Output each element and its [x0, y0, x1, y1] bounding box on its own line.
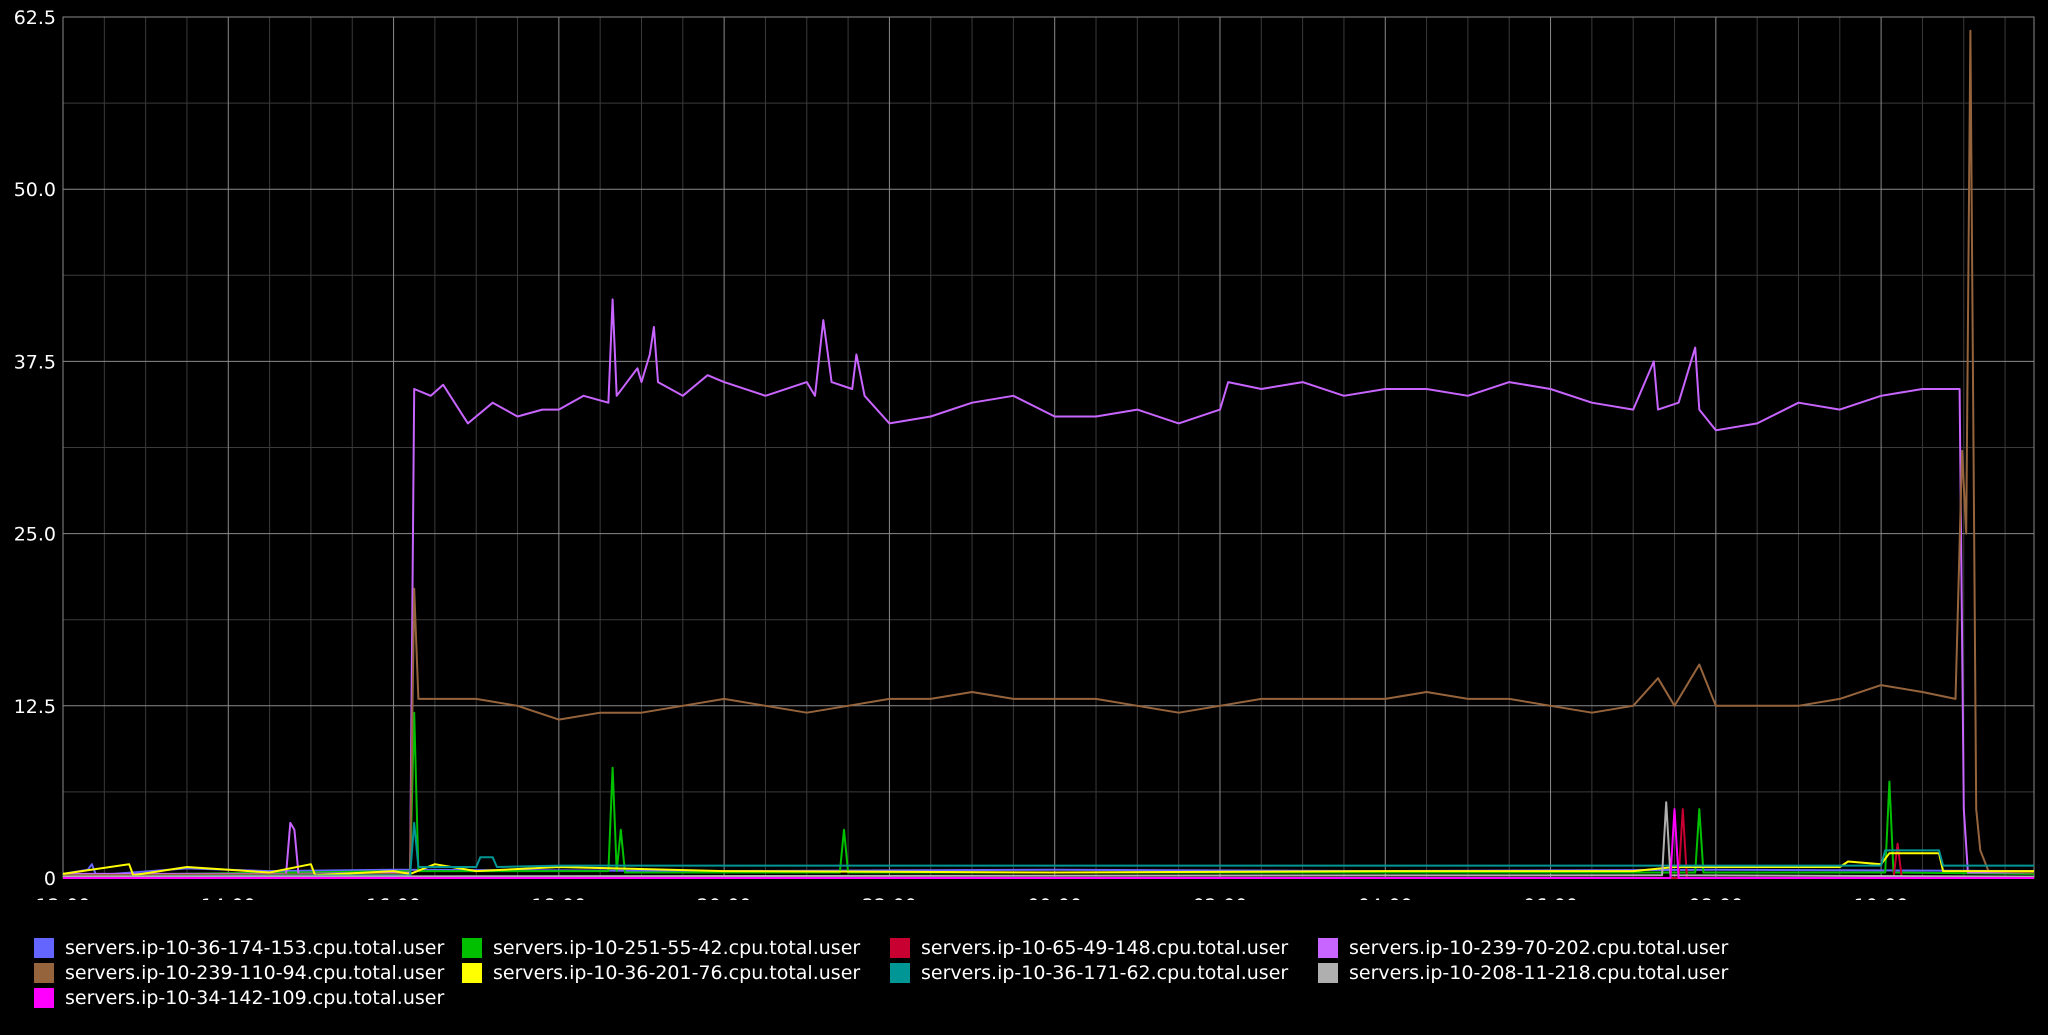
legend-label: servers.ip-10-208-11-218.cpu.total.user — [1349, 961, 1729, 984]
legend-label: servers.ip-10-36-201-76.cpu.total.user — [493, 961, 861, 984]
legend-label: servers.ip-10-251-55-42.cpu.total.user — [493, 936, 861, 959]
legend-swatch — [890, 962, 910, 983]
legend-item: servers.ip-10-239-110-94.cpu.total.user — [34, 960, 444, 985]
legend-item: servers.ip-10-65-49-148.cpu.total.user — [890, 935, 1288, 960]
series-line — [63, 808, 2034, 879]
x-tick-label: 16:00 — [366, 895, 421, 900]
series-line — [63, 298, 2034, 875]
plot-area: 12:00 14:00 16:00 18:00 20:00 22:00 00:00 02:00… — [14, 7, 2035, 917]
legend-item: servers.ip-10-36-201-76.cpu.total.user — [462, 960, 860, 985]
legend-label: servers.ip-10-34-142-109.cpu.total.user — [65, 986, 445, 1009]
legend-item: servers.ip-10-251-55-42.cpu.total.user — [462, 935, 860, 960]
x-tick-label: 02:00 — [1193, 895, 1248, 900]
x-tick-label: 12:00 — [36, 895, 91, 900]
y-tick-label: 0 — [44, 868, 56, 890]
x-tick-label: 18:00 — [531, 895, 586, 900]
legend-swatch — [462, 937, 482, 958]
legend-label: servers.ip-10-239-70-202.cpu.total.user — [1349, 936, 1729, 959]
legend-item: servers.ip-10-36-171-62.cpu.total.user — [890, 960, 1288, 985]
legend-swatch — [1318, 937, 1338, 958]
x-tick-label: 06:00 — [1523, 895, 1578, 900]
series-line — [62, 801, 2035, 878]
legend-item: servers.ip-10-208-11-218.cpu.total.user — [1318, 960, 1728, 985]
series-line — [62, 29, 2035, 877]
legend-label: servers.ip-10-36-174-153.cpu.total.user — [65, 936, 445, 959]
x-tick-label: 20:00 — [697, 895, 752, 900]
x-tick-label: 22:00 — [862, 895, 917, 900]
legend-swatch — [34, 987, 54, 1008]
y-tick-label: 25.0 — [14, 524, 56, 546]
legend-label: servers.ip-10-239-110-94.cpu.total.user — [65, 961, 445, 984]
y-tick-label: 50.0 — [14, 179, 56, 201]
legend-item: servers.ip-10-34-142-109.cpu.total.user — [34, 985, 444, 1010]
legend-item: servers.ip-10-239-70-202.cpu.total.user — [1318, 935, 1728, 960]
series-line — [62, 711, 2035, 877]
legend-item: servers.ip-10-36-174-153.cpu.total.user — [34, 935, 444, 960]
legend-swatch — [34, 962, 54, 983]
x-tick-label: 00:00 — [1027, 895, 1082, 900]
legend-label: servers.ip-10-36-171-62.cpu.total.user — [921, 961, 1289, 984]
legend-label: servers.ip-10-65-49-148.cpu.total.user — [921, 936, 1289, 959]
x-tick-label: 10:00 — [1854, 895, 1909, 900]
x-tick-label: 08:00 — [1688, 895, 1743, 900]
legend-swatch — [462, 962, 482, 983]
y-tick-label: 62.5 — [14, 7, 56, 29]
legend-swatch — [890, 937, 910, 958]
y-tick-label: 12.5 — [14, 696, 56, 718]
legend-swatch — [34, 937, 54, 958]
y-tick-label: 37.5 — [14, 351, 56, 373]
legend-swatch — [1318, 962, 1338, 983]
x-tick-label: 04:00 — [1358, 895, 1413, 900]
x-tick-label: 14:00 — [201, 895, 256, 900]
series-line — [62, 821, 2034, 878]
